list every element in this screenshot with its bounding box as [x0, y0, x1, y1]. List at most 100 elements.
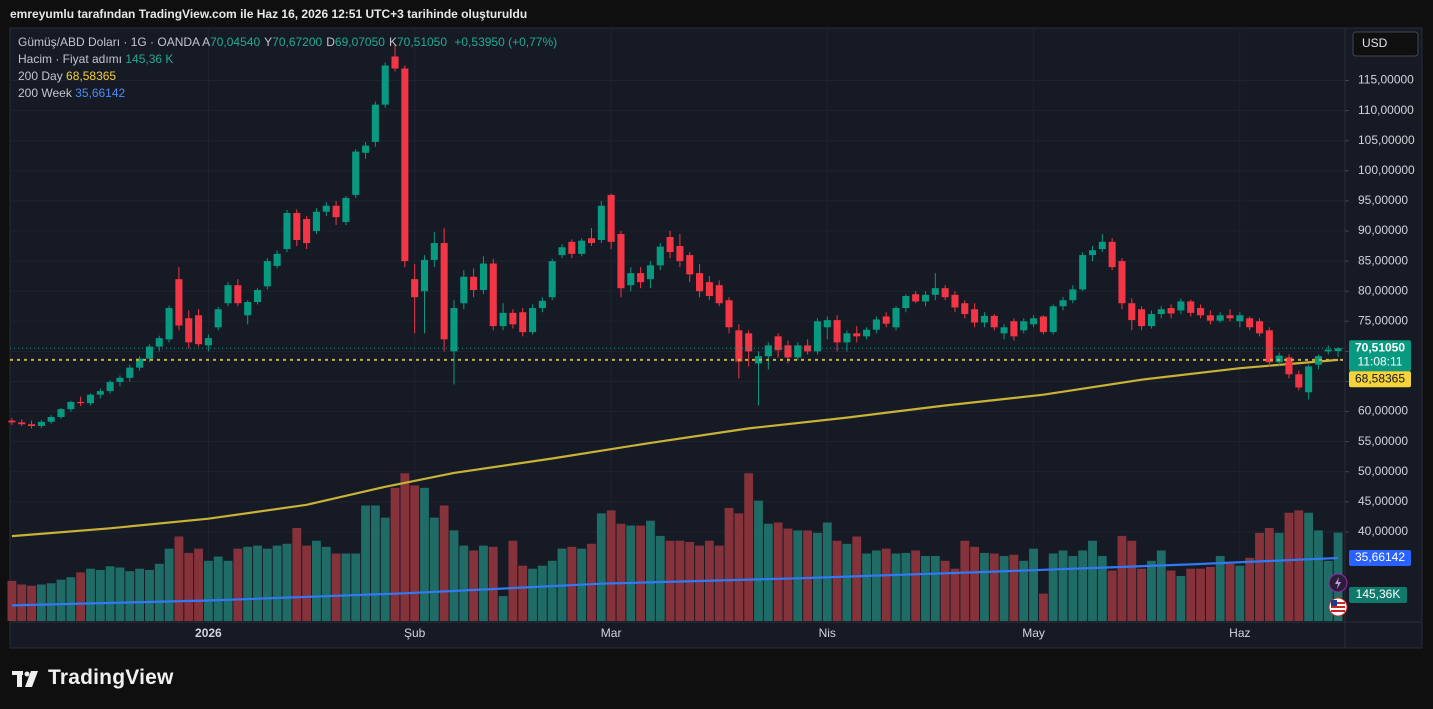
ohlc-value: 69,07050 [334, 35, 385, 49]
y-tick-label: 115,00000 [1358, 73, 1414, 87]
volume-bar [822, 522, 832, 621]
candle-body [86, 394, 95, 404]
y-tick-label: 55,00000 [1358, 434, 1408, 448]
candle-body [1236, 315, 1244, 322]
volume-bar [174, 536, 184, 621]
x-tick-label: Şub [404, 626, 426, 640]
volume-bar [803, 530, 813, 621]
candle-body [479, 263, 487, 290]
candle-body [529, 308, 537, 333]
volume-bar [76, 572, 86, 621]
candle-body [971, 309, 979, 323]
volume-bar [479, 545, 488, 621]
volume-bar [1048, 553, 1058, 621]
candle-body [440, 243, 448, 340]
candle-body [1246, 318, 1254, 328]
flag-canton [1331, 600, 1337, 606]
volume-bar [587, 543, 596, 621]
candle-body [823, 320, 831, 328]
candle-body [1206, 315, 1214, 321]
candle-body [686, 255, 694, 275]
volume-bar [66, 577, 76, 621]
volume-bar [86, 568, 95, 621]
volume-bar [1186, 568, 1196, 621]
volume-bar [626, 525, 636, 621]
currency[interactable]: USD [1362, 36, 1388, 50]
volume-name: Hacim · Fiyat adımı [18, 52, 123, 66]
candle-body [47, 416, 55, 422]
volume-bar [194, 548, 203, 621]
volume-bar [1078, 550, 1088, 621]
volume-bar [1156, 550, 1166, 621]
volume-bar [646, 520, 655, 621]
candle-body [342, 197, 350, 222]
candle-body [244, 302, 252, 316]
volume-bar [1068, 555, 1078, 621]
candle-body [833, 320, 841, 343]
candle-body [1088, 250, 1097, 256]
volume-bar [164, 548, 174, 621]
volume-bar [921, 555, 930, 621]
candle-body [312, 211, 320, 232]
candle-body [175, 279, 183, 326]
candle-body [853, 333, 861, 337]
last-price-label: 70,51050 [1355, 340, 1405, 354]
series-value: 68,58365 [66, 69, 117, 83]
volume-bar [1117, 535, 1127, 621]
volume-bar [616, 523, 626, 621]
volume-bar [361, 505, 370, 621]
volume-bar [46, 583, 56, 621]
candle-body [67, 401, 75, 410]
legend-row: 200 Day 68,58365 [18, 68, 557, 85]
volume-bar [1314, 530, 1323, 621]
footer: TradingView [48, 666, 174, 689]
volume-bar [901, 552, 911, 621]
y-tick-label: 45,00000 [1358, 494, 1408, 508]
candle-body [882, 316, 890, 324]
candle-body [863, 329, 871, 337]
volume-value: 145,36 K [125, 52, 174, 66]
volume-bar [282, 543, 292, 621]
volume-bar [636, 525, 646, 621]
ohlc-key: A [202, 35, 211, 49]
legend-row: Hacim · Fiyat adımı 145,36 K [18, 51, 557, 68]
volume-value-label: 145,36K [1356, 587, 1401, 601]
volume-bar [970, 546, 980, 621]
series-value: 35,66142 [75, 86, 126, 100]
candle-body [126, 367, 134, 378]
candle-body [597, 205, 605, 241]
volume-bar [1058, 550, 1068, 621]
last-price-box [1349, 340, 1411, 372]
logo [12, 671, 38, 687]
volume-bar [292, 527, 302, 621]
volume-bar [105, 566, 115, 621]
candle-body [990, 315, 998, 328]
candle-body [1177, 301, 1185, 311]
volume-bar [1215, 555, 1225, 621]
volume-bar [233, 548, 243, 621]
candle-body [1020, 321, 1028, 331]
volume-bar [547, 560, 557, 621]
candle-body [1049, 306, 1057, 333]
candle-body [666, 237, 674, 253]
candle-body [784, 345, 792, 358]
volume-bar [184, 552, 194, 621]
volume-bar [930, 555, 940, 621]
candle-body [676, 246, 684, 262]
candle-body [460, 276, 468, 304]
volume-bar [243, 546, 253, 621]
volume-bar [655, 535, 665, 621]
candle-body [754, 356, 763, 364]
candle-body [450, 308, 458, 352]
candle-body [1147, 314, 1155, 327]
candle-body [1079, 255, 1087, 290]
currency-button[interactable] [1352, 31, 1419, 57]
ohlc: A70,04540 Y70,67200 D69,07050 K70,51050 [202, 35, 451, 49]
ohlc-key: D [326, 35, 335, 49]
candle-body [185, 318, 193, 343]
change: +0,53950 (+0,77%) [454, 35, 558, 49]
candle-body [912, 294, 920, 302]
candle-body [332, 205, 340, 218]
